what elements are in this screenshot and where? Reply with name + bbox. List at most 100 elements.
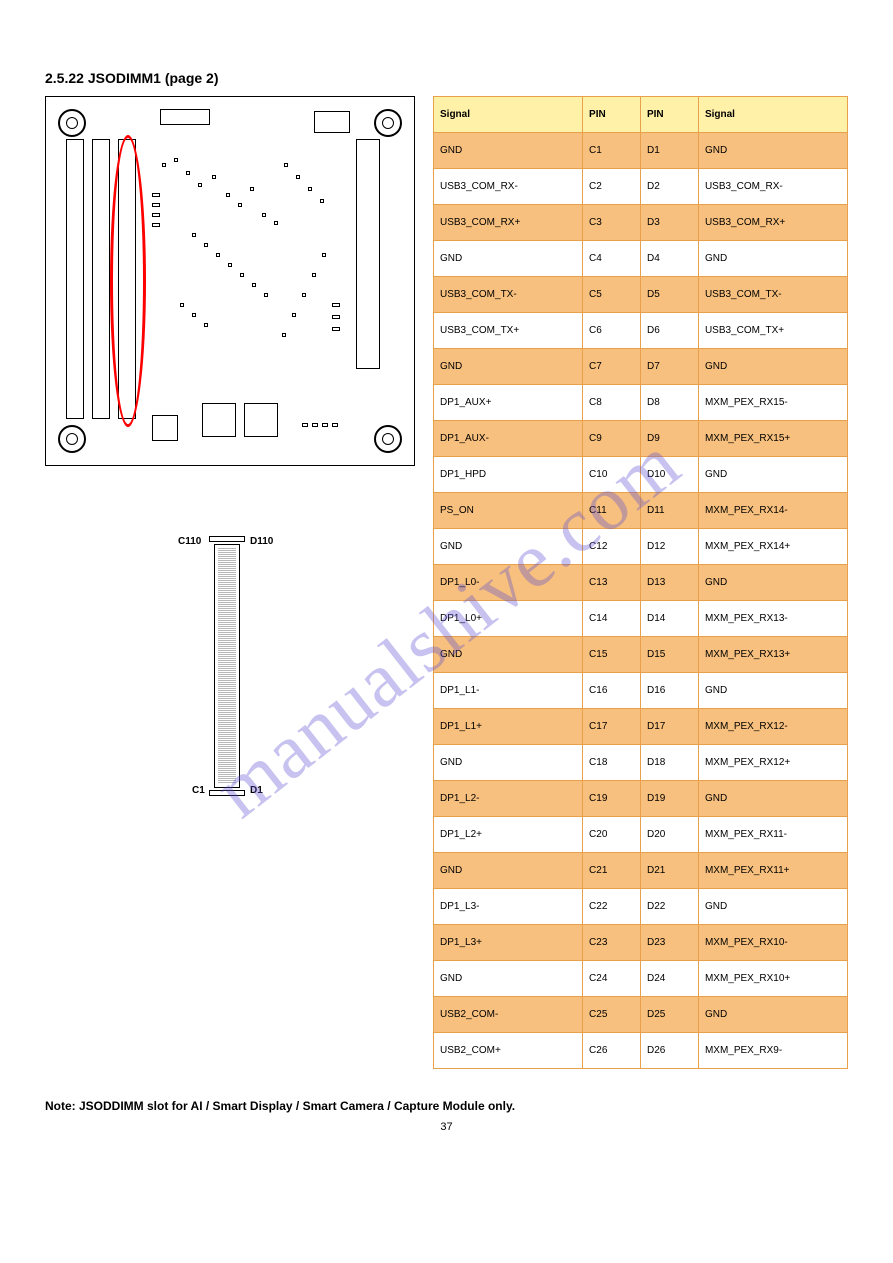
table-cell: USB2_COM+ xyxy=(434,1033,583,1069)
connector-outline: C110 D110 C1 D1 xyxy=(170,536,290,796)
table-row: DP1_L3-C22D22GND xyxy=(434,889,848,925)
table-cell: USB3_COM_RX+ xyxy=(698,205,847,241)
mount-hole-icon xyxy=(374,425,402,453)
table-cell: C24 xyxy=(583,961,641,997)
table-cell: GND xyxy=(434,133,583,169)
smd-icon xyxy=(186,171,190,175)
mount-hole-icon xyxy=(374,109,402,137)
table-cell: MXM_PEX_RX15- xyxy=(698,385,847,421)
smd-icon xyxy=(212,175,216,179)
table-row: DP1_L0+C14D14MXM_PEX_RX13- xyxy=(434,601,848,637)
table-cell: C8 xyxy=(583,385,641,421)
table-cell: D22 xyxy=(640,889,698,925)
smd-icon xyxy=(312,273,316,277)
table-cell: GND xyxy=(434,853,583,889)
table-cell: C16 xyxy=(583,673,641,709)
table-cell: USB3_COM_RX+ xyxy=(434,205,583,241)
col-signal-right: Signal xyxy=(698,97,847,133)
table-cell: MXM_PEX_RX11- xyxy=(698,817,847,853)
pin-label-c110: C110 xyxy=(178,536,201,547)
m2-slot xyxy=(356,139,380,369)
table-cell: GND xyxy=(434,241,583,277)
table-cell: C1 xyxy=(583,133,641,169)
table-cell: C10 xyxy=(583,457,641,493)
chip-icon xyxy=(152,415,178,441)
smd-icon xyxy=(152,213,160,217)
table-row: DP1_AUX+C8D8MXM_PEX_RX15- xyxy=(434,385,848,421)
table-row: USB3_COM_RX+C3D3USB3_COM_RX+ xyxy=(434,205,848,241)
table-body: GNDC1D1GNDUSB3_COM_RX-C2D2USB3_COM_RX-US… xyxy=(434,133,848,1069)
table-cell: GND xyxy=(434,961,583,997)
smd-icon xyxy=(274,221,278,225)
table-cell: C19 xyxy=(583,781,641,817)
table-cell: D18 xyxy=(640,745,698,781)
table-cell: MXM_PEX_RX12- xyxy=(698,709,847,745)
table-cell: GND xyxy=(698,565,847,601)
table-cell: D20 xyxy=(640,817,698,853)
footnote: Note: JSODDIMM slot for AI / Smart Displ… xyxy=(45,1099,848,1113)
table-row: GNDC18D18MXM_PEX_RX12+ xyxy=(434,745,848,781)
table-cell: MXM_PEX_RX9- xyxy=(698,1033,847,1069)
table-cell: C13 xyxy=(583,565,641,601)
page-container: 2.5.22 JSODIMM1 (page 2) xyxy=(0,0,893,1263)
smd-icon xyxy=(226,193,230,197)
table-cell: C14 xyxy=(583,601,641,637)
smd-icon xyxy=(240,273,244,277)
table-cell: MXM_PEX_RX13- xyxy=(698,601,847,637)
table-cell: DP1_L0+ xyxy=(434,601,583,637)
smd-icon xyxy=(320,199,324,203)
smd-icon xyxy=(162,163,166,167)
table-row: GNDC24D24MXM_PEX_RX10+ xyxy=(434,961,848,997)
table-row: DP1_HPDC10D10GND xyxy=(434,457,848,493)
table-row: GNDC7D7GND xyxy=(434,349,848,385)
table-cell: DP1_L3- xyxy=(434,889,583,925)
table-row: DP1_L1+C17D17MXM_PEX_RX12- xyxy=(434,709,848,745)
table-cell: C11 xyxy=(583,493,641,529)
table-cell: D17 xyxy=(640,709,698,745)
table-cell: C20 xyxy=(583,817,641,853)
smd-icon xyxy=(322,253,326,257)
table-cell: C23 xyxy=(583,925,641,961)
smd-icon xyxy=(332,303,340,307)
section-heading: 2.5.22 JSODIMM1 (page 2) xyxy=(45,70,848,86)
pin-label-c1: C1 xyxy=(192,785,205,796)
table-cell: C22 xyxy=(583,889,641,925)
table-cell: GND xyxy=(698,889,847,925)
table-row: USB3_COM_TX+C6D6USB3_COM_TX+ xyxy=(434,313,848,349)
table-cell: MXM_PEX_RX12+ xyxy=(698,745,847,781)
table-cell: MXM_PEX_RX13+ xyxy=(698,637,847,673)
smd-icon xyxy=(174,158,178,162)
table-cell: D5 xyxy=(640,277,698,313)
table-cell: PS_ON xyxy=(434,493,583,529)
table-cell: DP1_L1- xyxy=(434,673,583,709)
pin-label-d1: D1 xyxy=(250,785,263,796)
table-cell: GND xyxy=(698,349,847,385)
smd-icon xyxy=(296,175,300,179)
smd-icon xyxy=(332,315,340,319)
smd-icon xyxy=(192,233,196,237)
smd-icon xyxy=(204,243,208,247)
smd-icon xyxy=(252,283,256,287)
highlight-oval-icon xyxy=(110,135,146,427)
table-cell: MXM_PEX_RX14- xyxy=(698,493,847,529)
connector-tab-icon xyxy=(209,790,245,796)
smd-icon xyxy=(264,293,268,297)
table-cell: C5 xyxy=(583,277,641,313)
table-row: GNDC12D12MXM_PEX_RX14+ xyxy=(434,529,848,565)
mount-hole-icon xyxy=(58,425,86,453)
pcb-inner xyxy=(52,103,408,459)
table-cell: D8 xyxy=(640,385,698,421)
table-row: DP1_L0-C13D13GND xyxy=(434,565,848,601)
table-row: USB3_COM_RX-C2D2USB3_COM_RX- xyxy=(434,169,848,205)
pinout-table: Signal PIN PIN Signal GNDC1D1GNDUSB3_COM… xyxy=(433,96,848,1069)
mount-hole-icon xyxy=(58,109,86,137)
table-row: GNDC4D4GND xyxy=(434,241,848,277)
table-cell: USB3_COM_TX- xyxy=(698,277,847,313)
table-row: USB2_COM+C26D26MXM_PEX_RX9- xyxy=(434,1033,848,1069)
table-row: USB3_COM_TX-C5D5USB3_COM_TX- xyxy=(434,277,848,313)
chip-icon xyxy=(244,403,278,437)
page-number: 37 xyxy=(45,1121,848,1133)
table-cell: GND xyxy=(698,457,847,493)
smd-icon xyxy=(312,423,318,427)
pcb-diagram xyxy=(45,96,415,466)
